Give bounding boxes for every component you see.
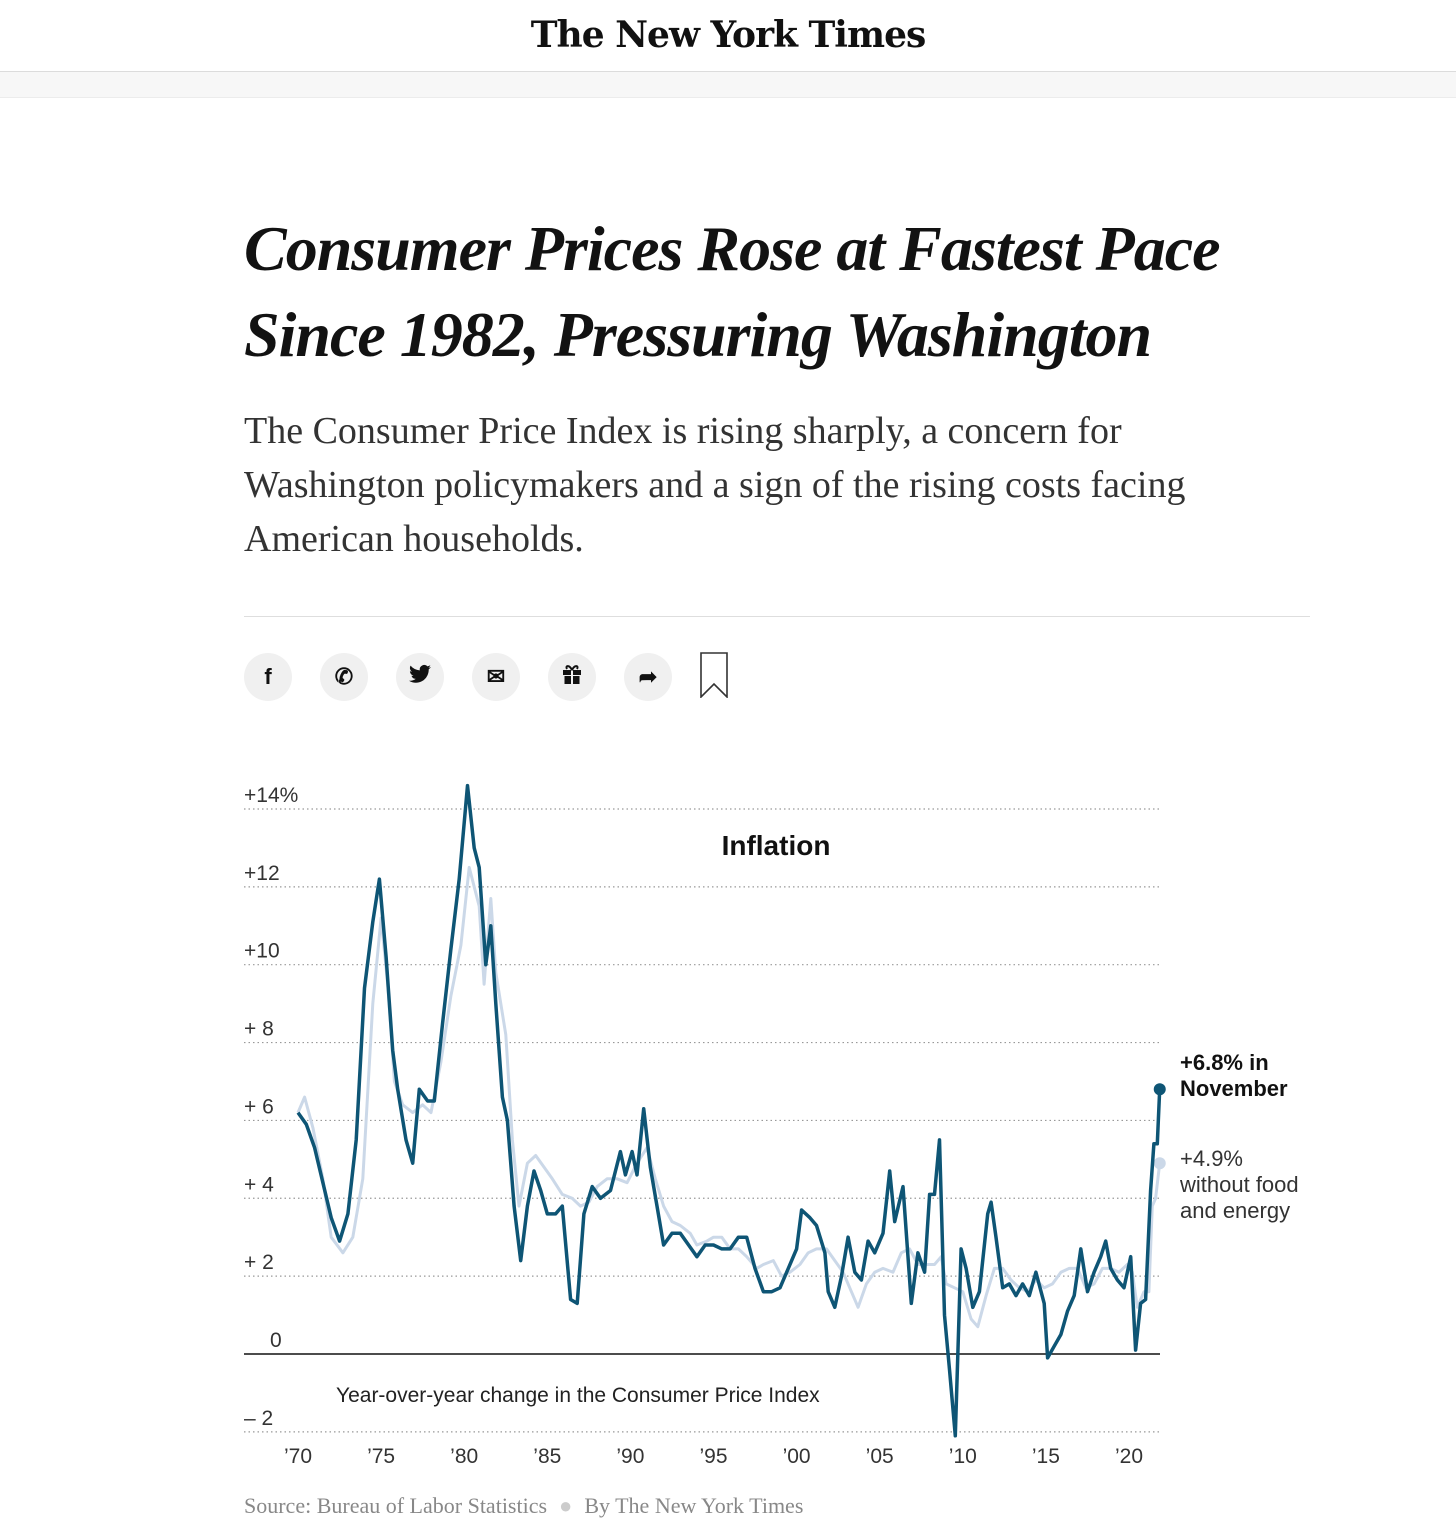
share-toolbar: f ✆ ✉ ➦ [244, 651, 728, 703]
x-tick-label: ’70 [284, 1445, 312, 1468]
y-tick-label: +12 [244, 862, 280, 885]
y-tick-label: + 6 [244, 1095, 274, 1118]
gift-icon [561, 663, 583, 691]
summary: The Consumer Price Index is rising sharp… [244, 410, 1186, 560]
article-intro: Consumer Prices Rose at Fastest Pace Sin… [244, 206, 1344, 566]
core-series-label-1: +4.9% [1180, 1146, 1243, 1171]
facebook-icon: f [264, 664, 272, 689]
header-band [0, 72, 1456, 98]
y-tick-label: + 2 [244, 1251, 274, 1274]
share-icon: ➦ [638, 664, 658, 689]
source-label: Source: [244, 1493, 312, 1518]
y-tick-label: 0 [270, 1329, 282, 1352]
core-series-label-2: without food [1179, 1172, 1299, 1197]
more-share-button[interactable]: ➦ [624, 653, 672, 701]
y-tick-label: + 4 [244, 1173, 274, 1196]
email-icon: ✉ [486, 664, 506, 689]
x-tick-label: ’05 [866, 1445, 894, 1468]
x-tick-label: ’85 [533, 1445, 561, 1468]
x-tick-label: ’75 [367, 1445, 395, 1468]
save-bookmark-button[interactable] [700, 651, 728, 703]
inflation-line [296, 783, 1162, 1438]
x-tick-label: ’80 [450, 1445, 478, 1468]
y-tick-label: – 2 [244, 1407, 273, 1430]
x-tick-label: ’00 [783, 1445, 811, 1468]
inflation-chart: +14% +12 +10 + 8 + 6 + 4 + 2 0 – 2 ’70 ’75 ’80 ’85 ’9… [244, 783, 1299, 1468]
x-tick-label: ’20 [1115, 1445, 1143, 1468]
bookmark-icon [700, 651, 728, 703]
site-header: The New York Times [0, 0, 1456, 72]
separator-dot: ● [559, 1493, 573, 1518]
gift-article-button[interactable] [548, 653, 596, 701]
whatsapp-icon: ✆ [334, 664, 354, 689]
main-series-label-2: November [1180, 1076, 1288, 1101]
source-text: Bureau of Labor Statistics [316, 1493, 548, 1518]
twitter-share-button[interactable] [396, 653, 444, 701]
x-tick-label: ’15 [1032, 1445, 1060, 1468]
core-series-label-3: and energy [1180, 1198, 1290, 1223]
email-share-button[interactable]: ✉ [472, 653, 520, 701]
headline: Consumer Prices Rose at Fastest Pace Sin… [244, 213, 1221, 370]
y-tick-label: +14% [244, 784, 298, 807]
x-tick-label: ’95 [699, 1445, 727, 1468]
y-tick-label: +10 [244, 940, 280, 963]
source-line: Source: Bureau of Labor Statistics ● By Th… [244, 1493, 803, 1519]
core-endpoint-dot [1153, 1157, 1166, 1170]
facebook-share-button[interactable]: f [244, 653, 292, 701]
x-tick-label: ’10 [949, 1445, 977, 1468]
core-inflation-line [296, 865, 1162, 1329]
divider [244, 616, 1310, 617]
y-tick-label: + 8 [244, 1018, 274, 1041]
whatsapp-share-button[interactable]: ✆ [320, 653, 368, 701]
byline: By The New York Times [584, 1493, 804, 1518]
twitter-icon [409, 664, 431, 690]
main-series-label-1: +6.8% in [1180, 1050, 1269, 1075]
x-tick-label: ’90 [616, 1445, 644, 1468]
chart-subtitle: Year-over-year change in the Consumer Pr… [336, 1384, 820, 1407]
main-endpoint-dot [1153, 1083, 1166, 1096]
nyt-logo[interactable]: The New York Times [530, 14, 926, 56]
chart-title: Inflation [722, 830, 831, 861]
